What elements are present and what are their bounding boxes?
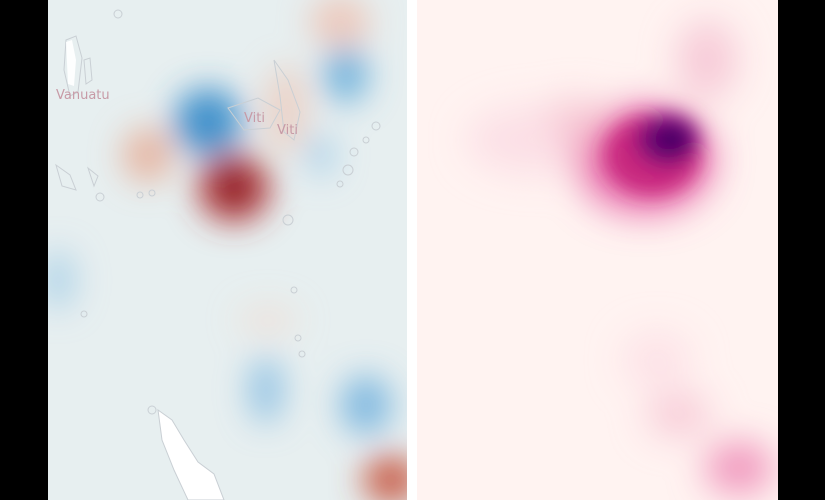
density-field [467,20,773,494]
land-vanuatu [66,40,76,86]
diverging-anomaly-map: Vanuatu Viti Viti [48,0,407,500]
anomaly-field [48,0,407,500]
density-hotspot [604,114,700,195]
anomaly-map-canvas: Vanuatu Viti Viti [48,0,407,500]
label-viti-2: Viti [277,123,298,138]
label-viti-1: Viti [244,111,265,126]
density-map-canvas [417,0,778,500]
panel-gap [407,0,417,500]
density-map [417,0,778,500]
land-new-zealand [157,408,225,500]
coastlines [55,9,381,415]
label-vanuatu: Vanuatu [56,88,110,103]
